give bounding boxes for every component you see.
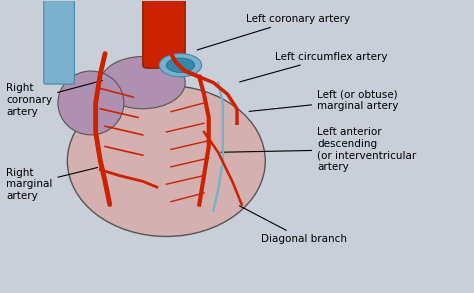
Text: Right
coronary
artery: Right coronary artery (6, 81, 102, 117)
Ellipse shape (166, 58, 195, 72)
FancyBboxPatch shape (44, 0, 74, 84)
Text: Right
marginal
artery: Right marginal artery (6, 168, 98, 201)
Ellipse shape (159, 54, 201, 77)
FancyBboxPatch shape (143, 0, 185, 68)
Text: Left coronary artery: Left coronary artery (197, 14, 351, 50)
Ellipse shape (67, 86, 265, 236)
Text: Left anterior
descending
(or interventricular
artery: Left anterior descending (or interventri… (221, 127, 416, 172)
Text: Left (or obtuse)
marginal artery: Left (or obtuse) marginal artery (249, 89, 399, 111)
Ellipse shape (58, 71, 124, 135)
Ellipse shape (100, 57, 185, 109)
Text: Left circumflex artery: Left circumflex artery (240, 52, 387, 82)
Text: Diagonal branch: Diagonal branch (239, 206, 346, 244)
